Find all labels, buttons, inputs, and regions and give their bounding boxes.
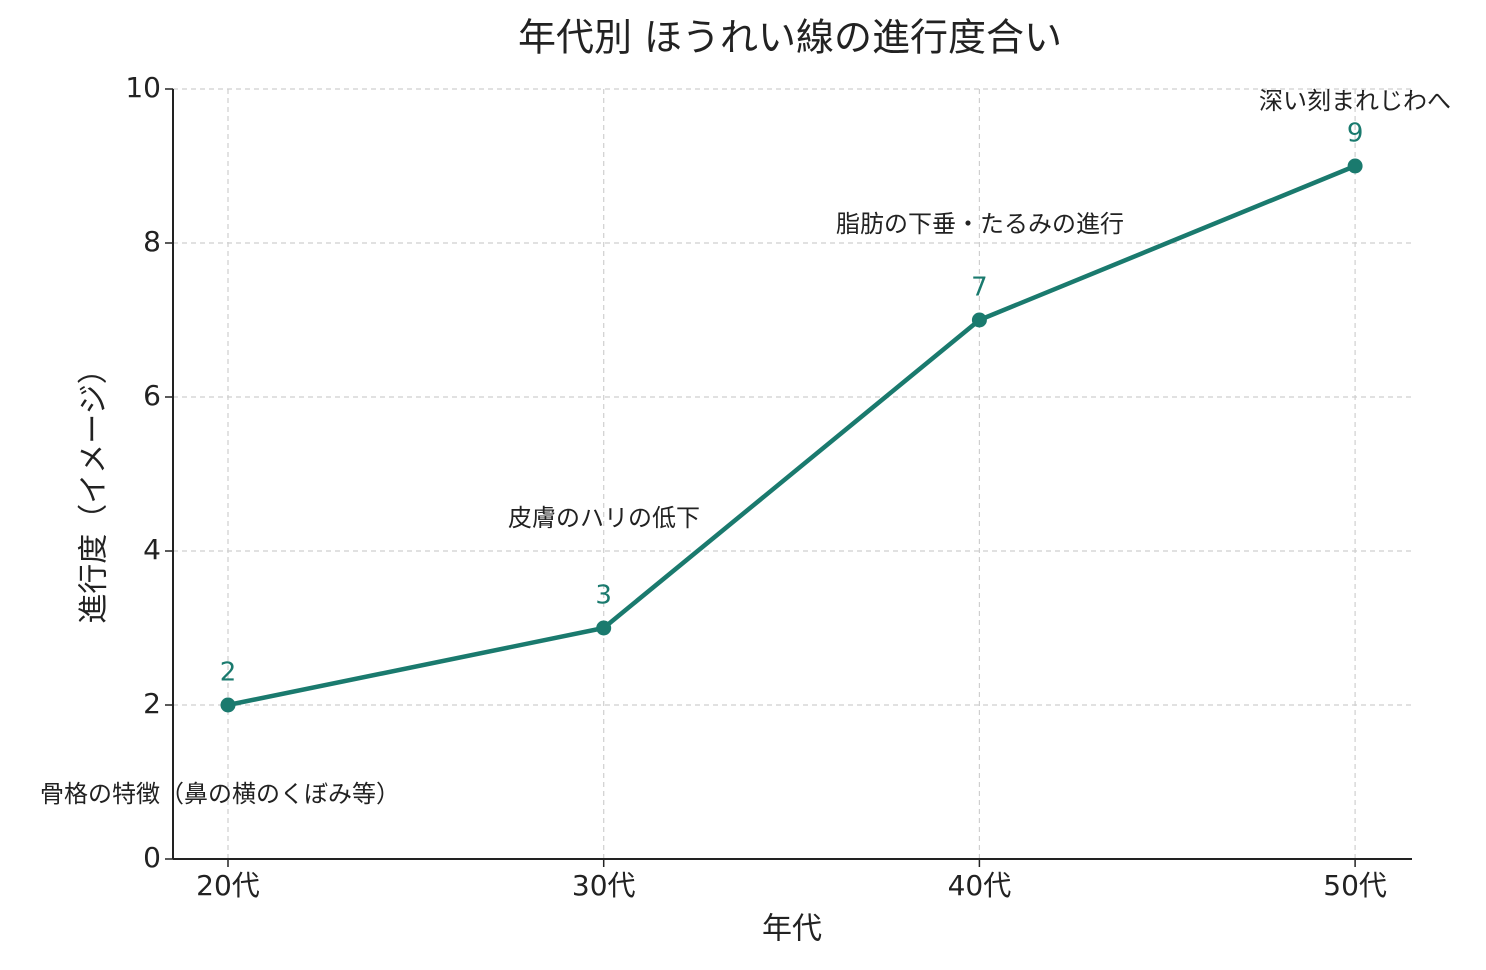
y-tick-label: 2	[143, 687, 161, 720]
x-tick-label: 20代	[196, 869, 260, 902]
y-tick-label: 6	[143, 379, 161, 412]
y-tick-label: 4	[143, 533, 161, 566]
annotation: 脂肪の下垂・たるみの進行	[836, 210, 1124, 238]
x-tick-label: 30代	[572, 869, 636, 902]
y-tick-label: 10	[125, 71, 161, 104]
data-point	[1347, 158, 1363, 174]
data-label: 9	[1347, 119, 1364, 149]
data-label: 2	[220, 658, 237, 688]
y-axis-label: 進行度（イメージ）	[77, 354, 112, 623]
chart-title: 年代別 ほうれい線の進行度合い	[518, 16, 1062, 60]
annotation: 骨格の特徴（鼻の横のくぼみ等）	[40, 780, 400, 808]
annotation: 深い刻まれじわへ	[1259, 87, 1451, 115]
x-axis-label: 年代	[762, 912, 822, 947]
y-tick-label: 0	[143, 841, 161, 874]
data-point	[220, 697, 236, 713]
series-line	[227, 163, 1356, 708]
data-point	[971, 312, 987, 328]
data-label: 3	[595, 581, 612, 611]
data-point	[596, 620, 612, 636]
annotation: 皮膚のハリの低下	[508, 504, 700, 532]
x-tick-label: 40代	[948, 869, 1012, 902]
x-tick-label: 50代	[1323, 869, 1387, 902]
y-tick-label: 8	[143, 225, 161, 258]
data-label: 7	[971, 273, 988, 303]
